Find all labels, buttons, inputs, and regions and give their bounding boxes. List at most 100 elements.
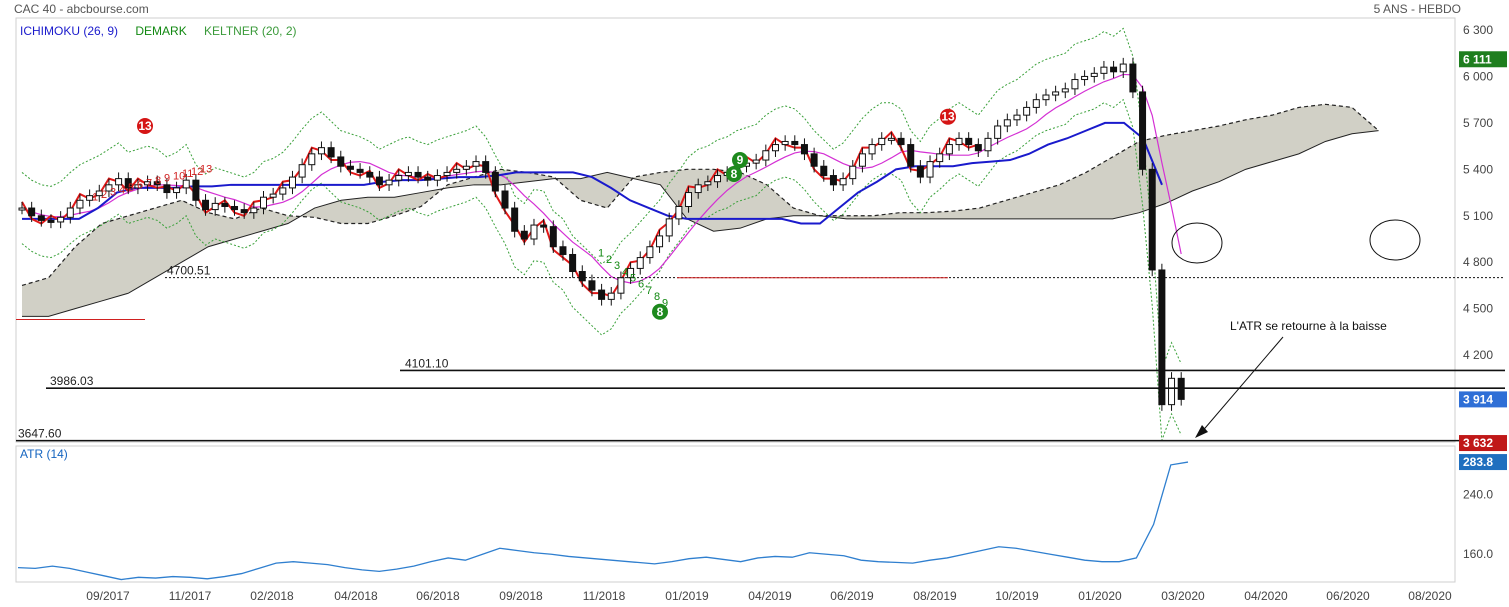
candle-body [221, 202, 229, 207]
candle-body [675, 205, 683, 220]
candle-body [636, 257, 644, 269]
candle-body [858, 153, 866, 167]
candle-body [182, 179, 190, 189]
candle-body [810, 153, 818, 167]
atr-line [17, 461, 1189, 581]
candle-body [1090, 72, 1098, 77]
demark-sell-count: 3 [110, 187, 116, 199]
candle-body [202, 199, 210, 211]
candle-body [530, 224, 538, 240]
candle-body [240, 209, 248, 214]
y-tick-label: 4 500 [1463, 302, 1493, 316]
candle-body [1032, 99, 1040, 108]
candle-body [1100, 66, 1108, 74]
x-tick-label: 09/2017 [86, 589, 130, 603]
candle-body [1023, 106, 1031, 116]
y-tick-label: 5 700 [1463, 116, 1493, 130]
candle-body [829, 175, 837, 186]
candle-body [346, 165, 354, 170]
atr-panel-frame [15, 445, 1456, 583]
legend-ichimoku: ICHIMOKU (26, 9) [20, 24, 119, 38]
demark-buy-count: 2 [606, 254, 612, 266]
candle-body [163, 184, 171, 194]
demark-buy-count: 5 [630, 273, 636, 285]
candle-body [404, 171, 412, 177]
x-tick-label: 06/2020 [1326, 589, 1370, 603]
candle-body [269, 193, 277, 198]
demark-circle-marker [652, 303, 668, 320]
price-badge-text: 3 632 [1463, 436, 1493, 450]
demark-circle-label: 9 [737, 153, 744, 167]
candle-body [800, 144, 808, 155]
candle-body [47, 219, 55, 223]
price-badge [1459, 51, 1507, 68]
demark-buy-count: 7 [646, 285, 652, 297]
demark-circle-label: 8 [657, 305, 664, 319]
candle-body [665, 218, 673, 237]
kijun-sen-line [22, 121, 1163, 225]
level-label: 4700.51 [167, 264, 211, 278]
candle-body [250, 207, 258, 214]
candle-body [936, 153, 944, 163]
demark-circle-marker [137, 117, 153, 134]
candle-body [598, 289, 606, 300]
demark-buy-count: 3 [614, 260, 620, 272]
candle-body [28, 207, 36, 217]
candle-body [288, 176, 296, 189]
candle-body [1139, 91, 1147, 170]
candle-body [588, 280, 596, 291]
candle-body [897, 137, 905, 146]
demark-sell-count: 2 [101, 189, 107, 201]
level-label: 3986.03 [50, 374, 94, 388]
candle-body [1129, 63, 1137, 93]
demark-sell-count: 11 [182, 168, 193, 180]
candle-body [115, 178, 123, 186]
y-tick-label: 4 800 [1463, 255, 1493, 269]
candle-body [540, 224, 548, 228]
candle-body [308, 153, 316, 166]
x-tick-label: 04/2019 [748, 589, 792, 603]
candle-body [791, 140, 799, 146]
candle-body [356, 168, 364, 173]
candle-body [752, 159, 760, 164]
demark-sell-count: 10 [173, 170, 185, 182]
candle-body [173, 187, 181, 194]
x-tick-label: 09/2018 [499, 589, 543, 603]
candle-body [965, 137, 973, 146]
indicator-legend: ICHIMOKU (26, 9) DEMARK KELTNER (20, 2) [20, 24, 311, 38]
y-tick-label: 6 000 [1463, 69, 1493, 83]
candle-body [839, 178, 847, 186]
candle-body [57, 216, 65, 223]
demark-sell-count: 5 [128, 182, 134, 194]
candle-body [18, 207, 26, 211]
annotation-circle [1369, 219, 1421, 261]
candle-body [781, 140, 789, 146]
candle-body [762, 150, 770, 161]
candle-body [443, 171, 451, 177]
y-tick-label: 5 100 [1463, 209, 1493, 223]
candle-body [520, 230, 528, 240]
candle-body [1158, 269, 1166, 406]
candle-body [955, 137, 963, 146]
y-tick-label: 4 200 [1463, 348, 1493, 362]
candle-body [66, 207, 74, 218]
annotation-circle [1171, 222, 1223, 264]
candle-body [337, 156, 345, 167]
candle-body [1013, 114, 1021, 121]
candle-body [868, 144, 876, 155]
candle-body [86, 195, 94, 201]
candle-body [974, 144, 982, 152]
demark-sell-count: 6 [137, 180, 143, 192]
candle-body [462, 165, 470, 170]
keltner-upper-band [21, 27, 1182, 370]
x-tick-label: 06/2018 [416, 589, 460, 603]
candle-body [298, 164, 306, 178]
candle-body [395, 175, 403, 181]
demark-buy-count: 6 [638, 279, 644, 291]
demark-circle-label: 8 [731, 167, 738, 181]
demark-buy-count: 8 [654, 291, 660, 303]
cloud-span-a [21, 103, 1379, 287]
candle-body [375, 176, 383, 186]
atr-badge [1459, 454, 1507, 471]
legend-demark: DEMARK [135, 24, 187, 38]
